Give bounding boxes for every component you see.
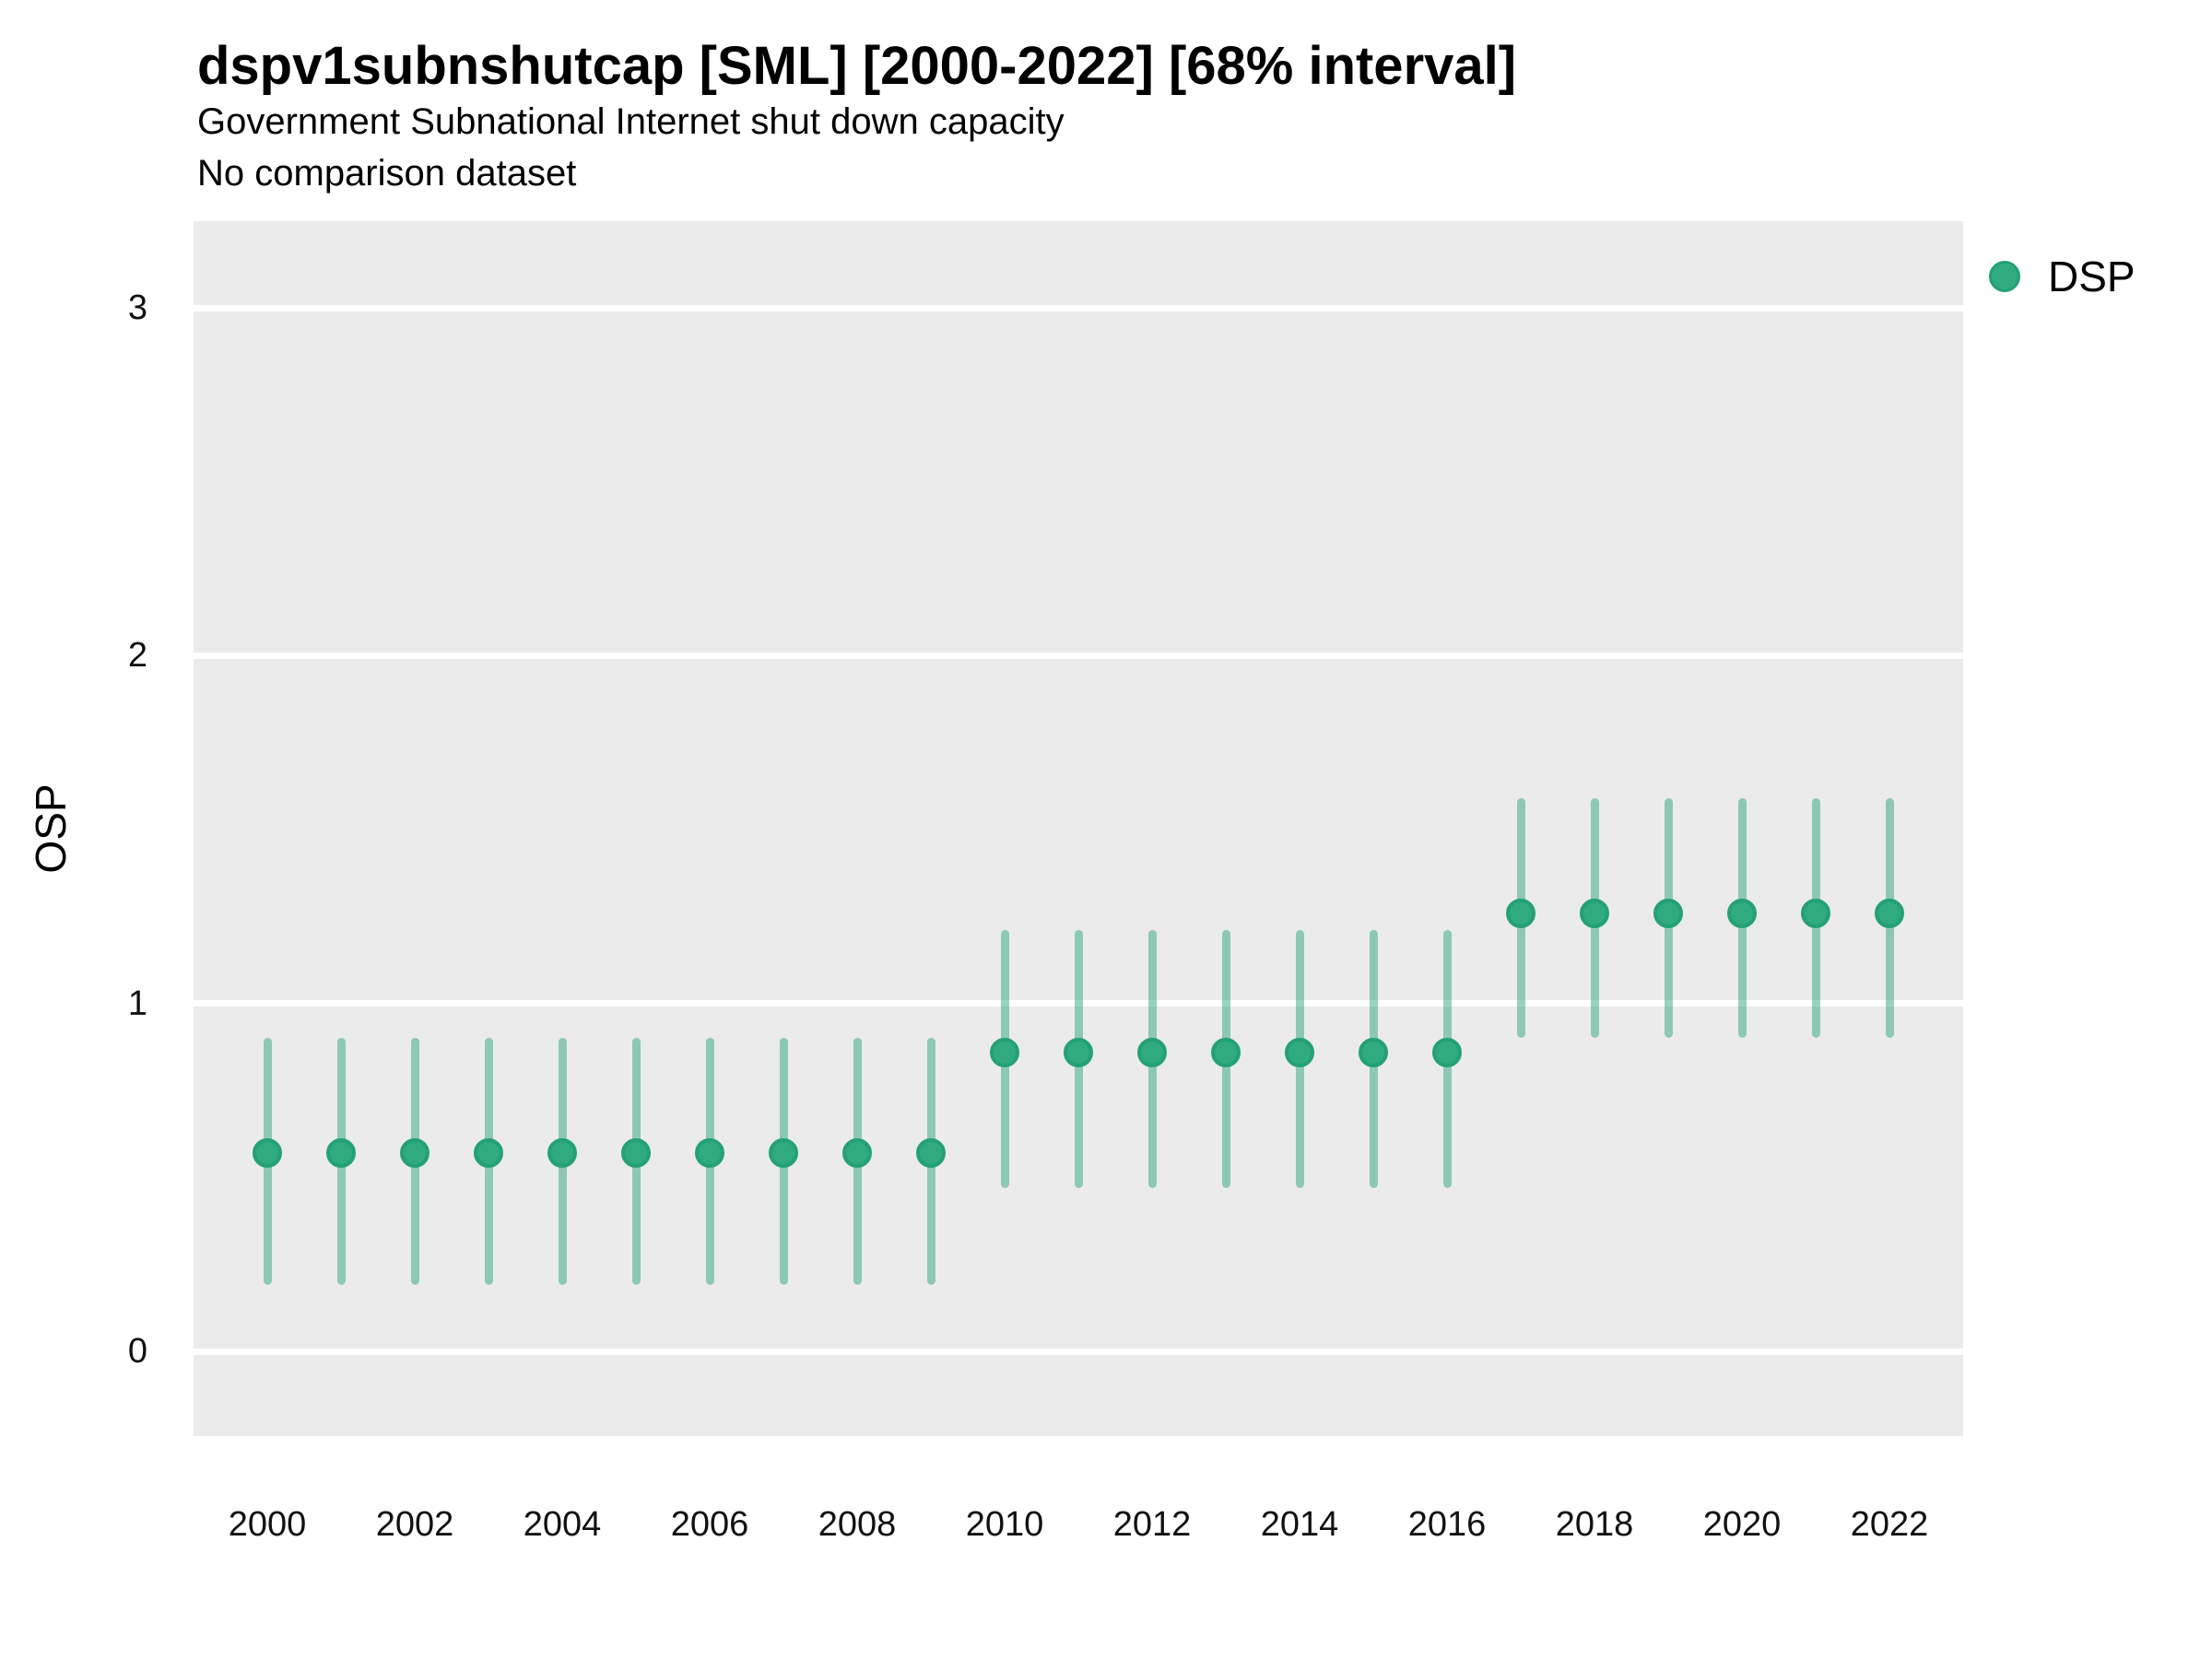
x-tick-label-2022: 2022 [1850,1505,1929,1544]
legend-dsp-label: DSP [2048,253,2136,300]
x-tick-label-2020: 2020 [1702,1505,1782,1544]
point-dot-2017 [1506,898,1535,928]
x-tick-label-2012: 2012 [1112,1505,1192,1544]
point-dot-2019 [1653,898,1683,928]
point-dot-2012 [1137,1037,1167,1067]
point-dot-2002 [400,1137,429,1168]
x-tick-label-2014: 2014 [1260,1505,1339,1544]
point-dot-2016 [1432,1037,1462,1067]
plot-panel [194,221,1963,1436]
point-dot-2020 [1727,898,1757,928]
point-dot-2013 [1211,1037,1241,1067]
point-dot-2004 [547,1137,577,1168]
x-tick-label-2006: 2006 [670,1505,749,1544]
point-dot-2005 [621,1137,651,1168]
gridline-y-2 [194,652,1963,659]
chart-subtitle: Government Subnational Internet shut dow… [197,101,1065,142]
y-tick-label-0: 0 [127,1332,147,1371]
y-tick-label-1: 1 [127,983,147,1023]
x-tick-label-2002: 2002 [375,1505,454,1544]
x-tick-label-2018: 2018 [1555,1505,1634,1544]
point-dot-2014 [1285,1037,1314,1067]
x-tick-label-2016: 2016 [1407,1505,1487,1544]
point-dot-2007 [769,1137,798,1168]
y-tick-label-2: 2 [127,636,147,676]
point-dot-2003 [474,1137,503,1168]
chart-title: dspv1subnshutcap [SML] [2000-2022] [68% … [197,36,1517,96]
point-dot-2011 [1064,1037,1093,1067]
x-tick-label-2010: 2010 [965,1505,1044,1544]
legend: DSP [1989,245,2136,308]
gridline-y-3 [194,304,1963,312]
point-dot-2022 [1875,898,1904,928]
point-dot-2009 [916,1137,946,1168]
point-dot-2015 [1359,1037,1388,1067]
legend-dsp-swatch [1989,261,2020,292]
point-dot-2006 [695,1137,724,1168]
point-dot-2021 [1801,898,1830,928]
point-dot-2018 [1580,898,1609,928]
x-tick-label-2008: 2008 [818,1505,897,1544]
gridline-y-1 [194,1000,1963,1007]
gridline-y-0 [194,1347,1963,1355]
point-dot-2000 [253,1137,282,1168]
x-tick-label-2004: 2004 [523,1505,602,1544]
point-dot-2010 [990,1037,1019,1067]
comparison-note: No comparison dataset [197,153,577,194]
x-tick-label-2000: 2000 [228,1505,307,1544]
point-dot-2008 [842,1137,872,1168]
y-axis-title: OSP [27,783,75,874]
point-dot-2001 [326,1137,356,1168]
y-tick-label-3: 3 [127,288,147,328]
